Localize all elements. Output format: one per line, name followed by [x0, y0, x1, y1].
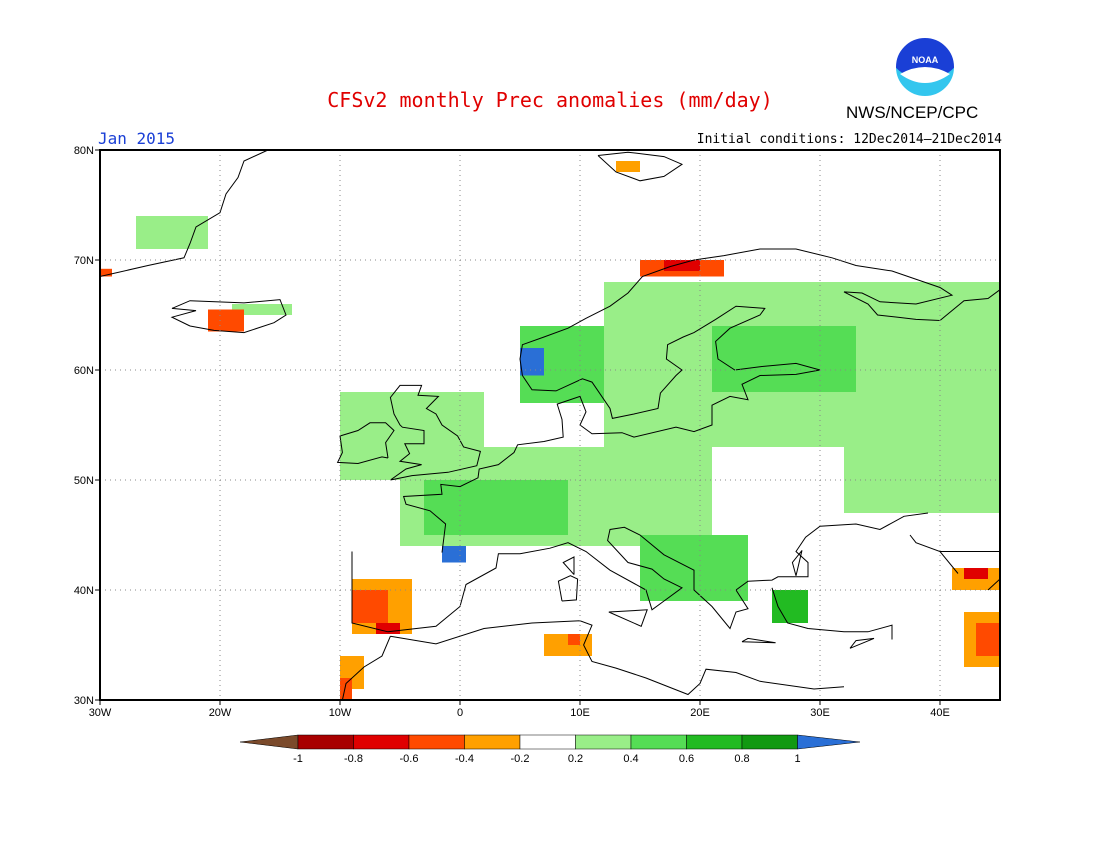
coastline-1 — [771, 587, 893, 640]
lat-label: 40N — [74, 585, 94, 597]
lon-label: 20E — [690, 707, 710, 719]
region-svalbard-dry — [616, 161, 640, 172]
colorbar-label: -0.4 — [455, 753, 474, 765]
logo-text: NOAA — [912, 55, 939, 65]
region-norway-coast-very-wet — [520, 348, 544, 376]
coastline-17 — [909, 534, 959, 574]
colorbar-label: -0.8 — [344, 753, 363, 765]
region-iceland-dry — [208, 309, 244, 332]
region-greenland-east-wet — [136, 216, 208, 249]
colorbar-arrow-high — [797, 734, 861, 750]
coastline-19 — [987, 578, 1001, 591]
agency-label: NWS/NCEP/CPC — [846, 103, 979, 122]
lon-label: 0 — [457, 707, 463, 719]
anomaly-regions — [100, 161, 1000, 700]
coastline-4 — [402, 369, 821, 553]
colorbar-swatch — [630, 734, 687, 750]
region-morocco-very-dry — [340, 678, 352, 700]
lon-label: 40E — [930, 707, 950, 719]
coastline-0 — [351, 512, 929, 633]
lon-label: 10E — [570, 707, 590, 719]
colorbar-label: 1 — [794, 753, 800, 765]
lat-label: 70N — [74, 255, 94, 267]
lat-label: 60N — [74, 365, 94, 377]
coastline-7 — [336, 422, 395, 465]
map-frame — [99, 149, 1001, 701]
region-iceland-wet — [232, 304, 292, 315]
colorbar-swatch — [575, 734, 632, 750]
colorbar-swatch — [464, 734, 521, 750]
coastline-8 — [170, 299, 287, 334]
gridlines — [100, 150, 1000, 700]
coastline-3 — [341, 636, 391, 701]
region-middle-east-very-dry — [976, 623, 1000, 656]
coastline-13 — [562, 556, 575, 575]
lon-label: 10W — [329, 707, 352, 719]
region-biscay-very-wet — [442, 546, 466, 563]
lon-label: 20W — [209, 707, 232, 719]
coastlines — [99, 149, 1001, 701]
coastline-15 — [849, 637, 875, 649]
region-iberia-extreme-dry — [376, 623, 400, 634]
lat-label: 30N — [74, 695, 94, 707]
coastline-2 — [390, 620, 845, 696]
coastline-16 — [791, 550, 803, 576]
colorbar: -1 -0.8 -0.6 -0.4 -0.2 0.2 0.4 0.6 0.8 1 — [239, 734, 861, 765]
coastline-5 — [519, 248, 1001, 419]
coastline-14 — [741, 637, 776, 644]
coastline-9 — [99, 149, 269, 277]
lon-label: 30W — [89, 707, 112, 719]
colorbar-swatch — [408, 734, 465, 750]
colorbar-swatch — [353, 734, 410, 750]
coastline-6 — [389, 384, 482, 481]
colorbar-label: 0.2 — [568, 753, 583, 765]
colorbar-swatch — [297, 734, 354, 750]
coastline-12 — [608, 609, 648, 627]
region-turkey-west-wet — [772, 590, 808, 623]
colorbar-label: -0.2 — [511, 753, 530, 765]
coastline-11 — [557, 575, 579, 602]
lon-label: 30E — [810, 707, 830, 719]
noaa-logo: NOAA — [894, 36, 956, 98]
region-france-wet-core — [424, 480, 568, 535]
region-balkans-wet — [640, 535, 748, 601]
colorbar-label: -1 — [293, 753, 303, 765]
colorbar-swatch — [519, 734, 576, 750]
region-norway-north-very-dry — [664, 260, 700, 271]
forecast-month: Jan 2015 — [98, 129, 176, 148]
colorbar-label: 0.8 — [734, 753, 749, 765]
lat-label: 80N — [74, 145, 94, 157]
colorbar-label: -0.6 — [400, 753, 419, 765]
colorbar-swatch — [686, 734, 743, 750]
colorbar-arrow-low — [239, 734, 299, 750]
coastline-10 — [597, 151, 684, 182]
colorbar-swatch — [741, 734, 798, 750]
region-tunisia-very-dry — [568, 634, 580, 645]
colorbar-label: 0.6 — [679, 753, 694, 765]
region-caucasus-very-dry — [964, 568, 988, 579]
region-finland-wet-core — [712, 326, 856, 392]
region-iberia-very-dry — [352, 590, 388, 623]
map-title: CFSv2 monthly Prec anomalies (mm/day) — [327, 88, 773, 112]
region-russia-wet — [844, 315, 1000, 513]
colorbar-label: 0.4 — [623, 753, 638, 765]
region-greenland-dry — [100, 268, 112, 277]
initial-conditions: Initial conditions: 12Dec2014–21Dec2014 — [696, 132, 1002, 147]
lat-label: 50N — [74, 475, 94, 487]
